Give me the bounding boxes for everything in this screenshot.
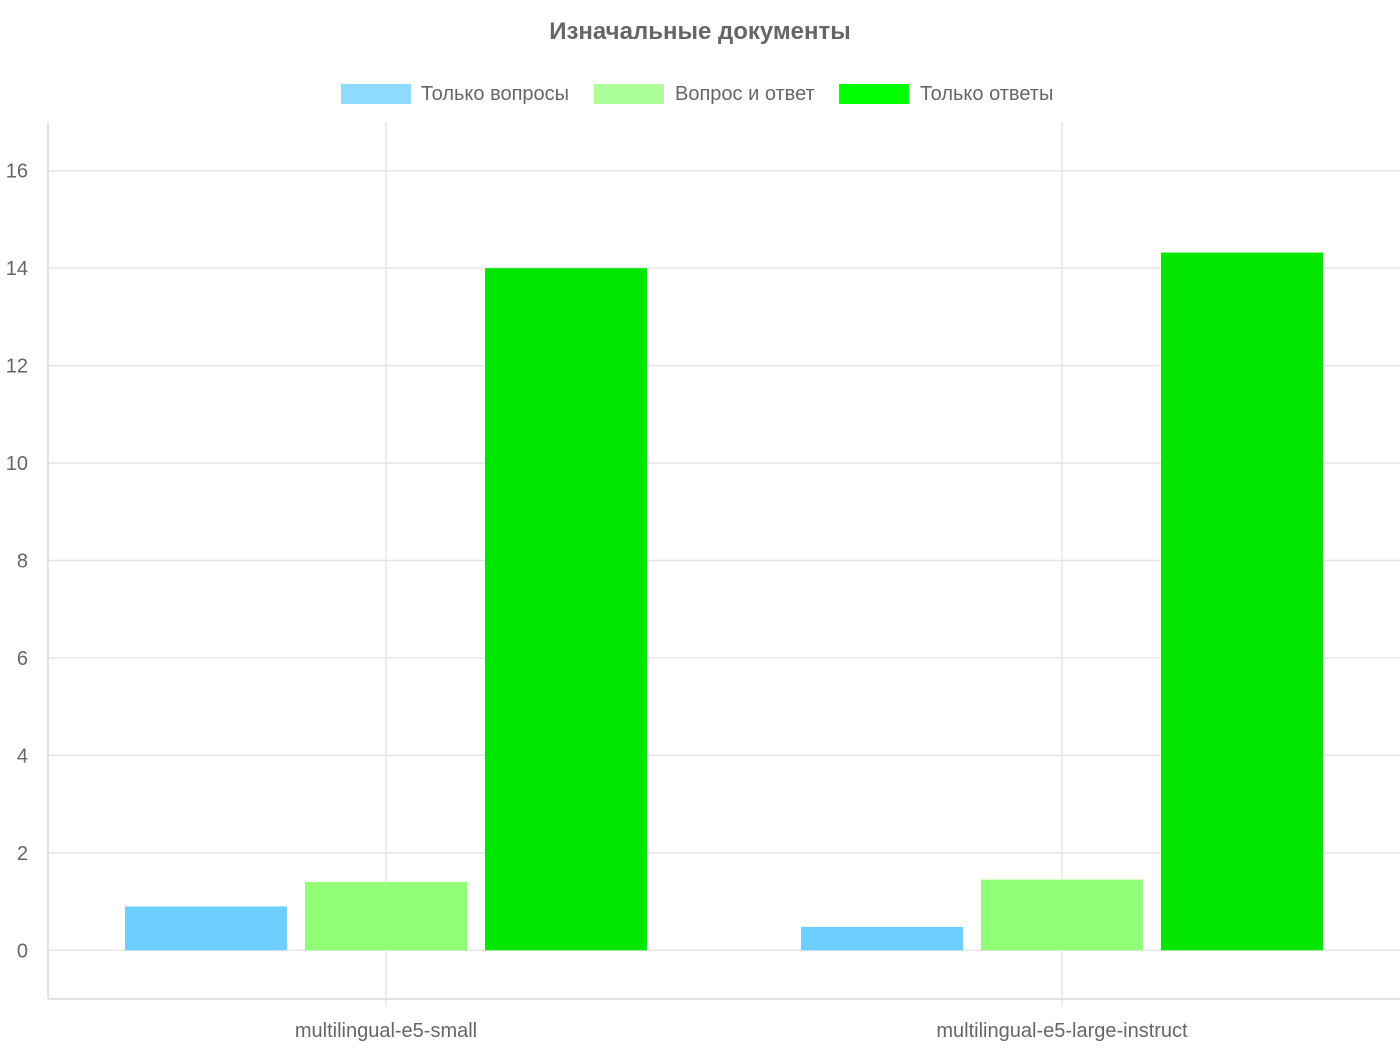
- chart-title: Изначальные документы: [549, 18, 851, 45]
- y-tick-label: 6: [17, 648, 28, 670]
- grid-lines: [48, 122, 1400, 1007]
- bar-1-1: [125, 906, 287, 951]
- bar-3-2: [1161, 252, 1323, 951]
- y-tick-label: 14: [6, 258, 28, 280]
- chart-legend: Только вопросы Вопрос и ответ Только ответ…: [341, 83, 1053, 105]
- x-category-label: multilingual-e5-small: [295, 1020, 477, 1042]
- bar-2-2: [981, 879, 1143, 951]
- legend-label: Только ответы: [920, 83, 1053, 105]
- y-tick-label: 8: [17, 551, 28, 573]
- y-tick-label: 16: [6, 161, 28, 183]
- legend-label: Только вопросы: [421, 83, 569, 105]
- x-category-label: multilingual-e5-large-instruct: [936, 1020, 1188, 1042]
- bar-2-1: [305, 882, 467, 951]
- legend-label: Вопрос и ответ: [675, 83, 815, 105]
- y-tick-label: 10: [6, 453, 28, 475]
- legend-swatch: [839, 84, 909, 104]
- y-axis: 0 2 4 6 8 10 12 14 16: [6, 122, 49, 999]
- bar-3-1: [485, 268, 647, 951]
- legend-swatch: [341, 84, 411, 104]
- y-tick-label: 4: [17, 745, 28, 767]
- x-axis: multilingual-e5-small multilingual-e5-lar…: [48, 998, 1400, 1042]
- y-tick-label: 0: [17, 940, 28, 962]
- y-tick-label: 2: [17, 843, 28, 865]
- bars: [125, 252, 1323, 951]
- y-tick-label: 12: [6, 356, 28, 378]
- legend-swatch: [594, 84, 664, 104]
- bar-1-2: [801, 926, 963, 951]
